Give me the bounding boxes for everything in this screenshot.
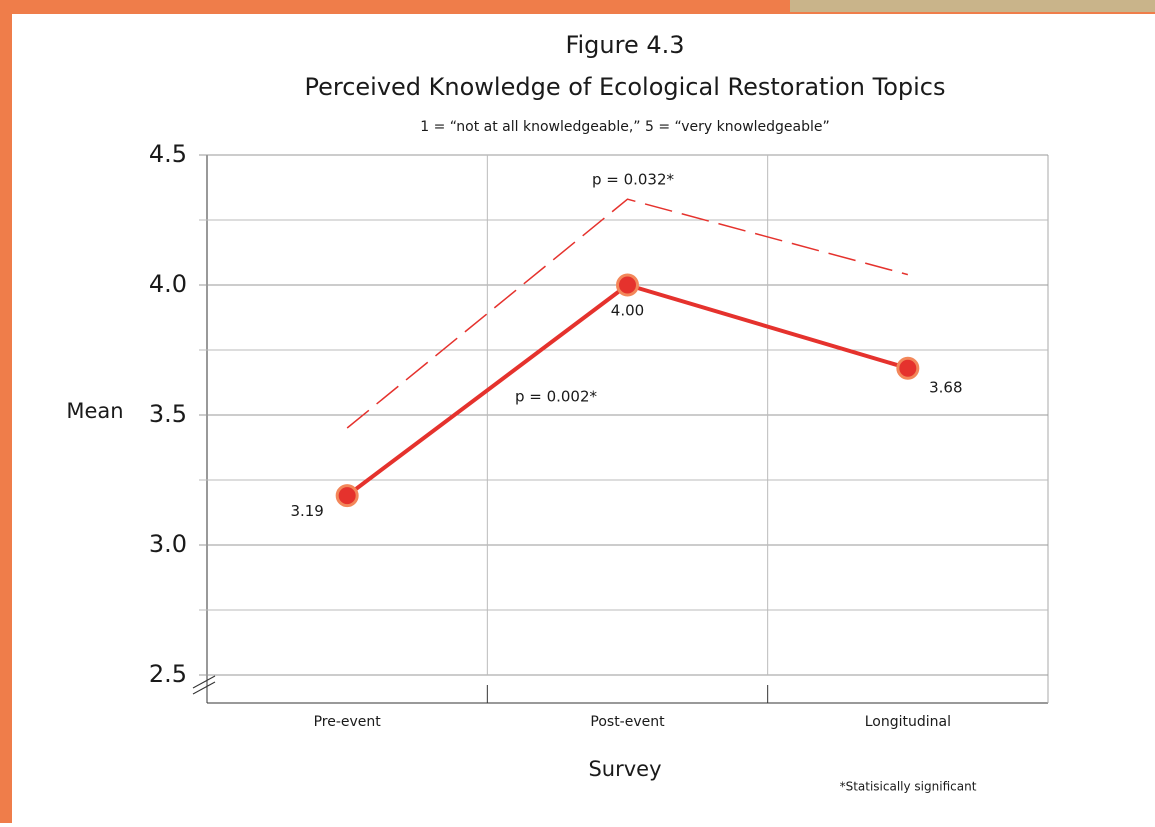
x-tick-label: Post-event — [590, 714, 665, 730]
x-tick-label: Longitudinal — [865, 714, 951, 730]
annotation: p = 0.032* — [592, 171, 675, 189]
footnote: *Statisically significant — [840, 780, 977, 794]
data-label: 3.68 — [929, 379, 962, 397]
data-label: 4.00 — [611, 302, 644, 320]
y-tick-label: 4.0 — [149, 270, 187, 298]
y-axis-label: Mean — [66, 399, 123, 423]
data-point — [335, 484, 359, 508]
data-label: 3.19 — [290, 502, 323, 520]
y-tick-label: 3.5 — [149, 400, 187, 428]
header-image — [790, 0, 1155, 12]
dashed-line — [346, 198, 909, 429]
annotation: p = 0.002* — [515, 388, 598, 406]
chart-subtitle: Perceived Knowledge of Ecological Restor… — [304, 73, 945, 101]
y-tick-label: 3.0 — [149, 530, 187, 558]
chart-title: Figure 4.3 — [565, 31, 684, 59]
y-tick-label: 4.5 — [149, 140, 187, 168]
axis-break — [192, 681, 216, 695]
data-point — [896, 356, 920, 380]
x-axis-label: Survey — [588, 757, 661, 781]
chart-note: 1 = “not at all knowledgeable,” 5 = “ver… — [420, 119, 830, 135]
y-tick-label: 2.5 — [149, 660, 187, 688]
x-tick-label: Pre-event — [314, 714, 382, 730]
left-border — [0, 0, 12, 823]
data-point — [616, 273, 639, 297]
axis-break — [192, 675, 216, 689]
